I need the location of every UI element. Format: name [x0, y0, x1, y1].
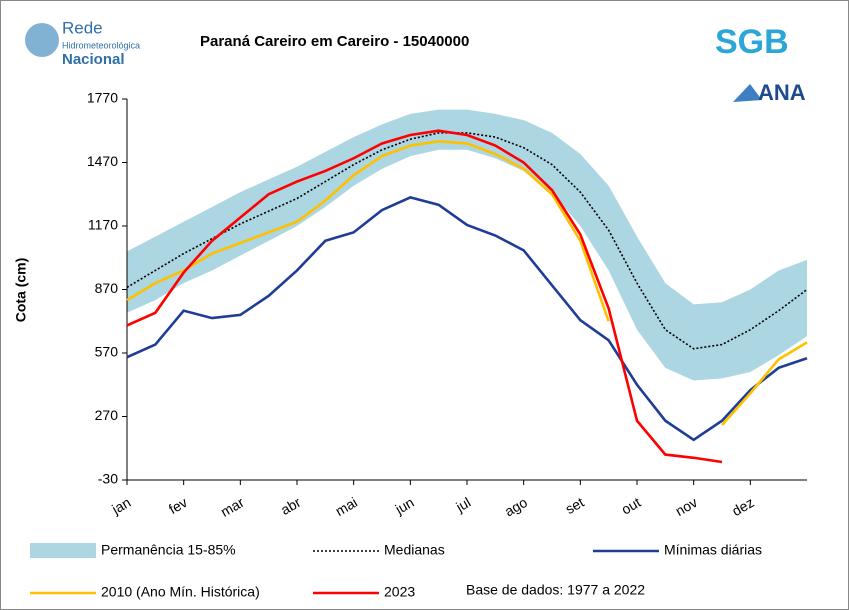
y-tick-label: 870 [95, 280, 119, 296]
band-area [127, 109, 807, 381]
y-tick-label: 1170 [88, 217, 118, 233]
legend-label: 2010 (Ano Mín. Histórica) [101, 584, 260, 600]
logo-ana: ANA [758, 80, 806, 105]
legend-label: Permanência 15-85% [101, 542, 236, 558]
y-tick-label: 570 [95, 344, 119, 360]
logo-text: Hidrometeorológica [62, 40, 140, 50]
logo-rede: Rede Hidrometeorológica Nacional [25, 18, 140, 68]
logo-text: Rede [62, 18, 103, 37]
x-tick-label: jul [452, 494, 473, 515]
legend-label: Medianas [384, 542, 445, 558]
logo-text: Nacional [62, 51, 125, 68]
legend-swatch [30, 543, 96, 558]
series-line [126, 132, 808, 350]
legend-label: 2023 [384, 584, 415, 600]
series-line [126, 129, 723, 464]
y-axis-label: Cota (cm) [13, 258, 29, 323]
chart-title: Paraná Careiro em Careiro - 15040000 [200, 33, 469, 50]
series-line [126, 140, 808, 426]
logo-ana-icon [733, 84, 762, 102]
y-tick-label: 1470 [87, 153, 118, 169]
y-tick-label: -30 [98, 471, 118, 487]
y-tick-label: 1770 [87, 90, 118, 106]
y-tick-label: 270 [95, 407, 119, 423]
logo-sgb: SGB [715, 23, 789, 61]
note: Base de dados: 1977 a 2022 [466, 582, 645, 598]
legend-label: Mínimas diárias [664, 542, 762, 558]
series-line [126, 196, 808, 442]
